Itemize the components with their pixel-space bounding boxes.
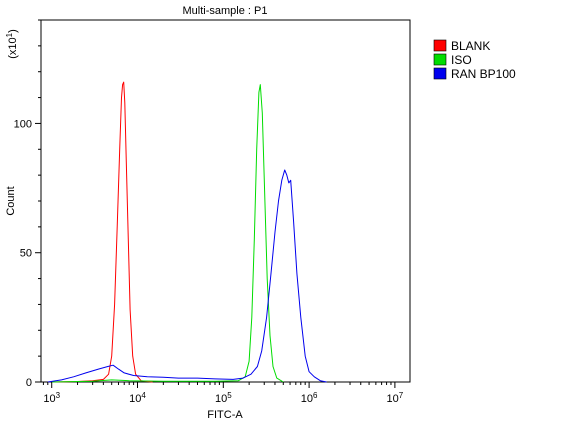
x-tick-label: 107 [387,391,404,405]
y-tick-label: 100 [14,118,32,130]
plot-frame [40,19,411,383]
y-multiplier-label: (x101) [5,29,19,59]
chart-title: Multi-sample : P1 [183,5,268,17]
x-tick-label: 104 [129,391,146,405]
x-tick-label: 106 [301,391,318,405]
y-axis-label: Count [5,186,17,215]
x-axis: 103 104 105 106 107 [42,382,404,405]
y-tick-label: 0 [26,377,32,389]
legend-swatch [433,67,447,80]
legend-swatch [433,53,447,66]
x-tick-label: 103 [43,391,60,405]
series-line [51,84,284,383]
x-tick-label: 105 [215,391,232,405]
legend-swatch [433,39,447,52]
series-layer [47,81,327,383]
legend-label: ISO [451,53,472,67]
series-line [51,81,153,383]
y-tick-label: 50 [20,248,32,260]
legend-label: BLANK [451,39,490,53]
series-line [47,169,327,383]
x-axis-label: FITC-A [207,409,243,421]
legend-label: RAN BP100 [451,67,516,81]
y-axis: 0 50 100 [14,19,41,389]
